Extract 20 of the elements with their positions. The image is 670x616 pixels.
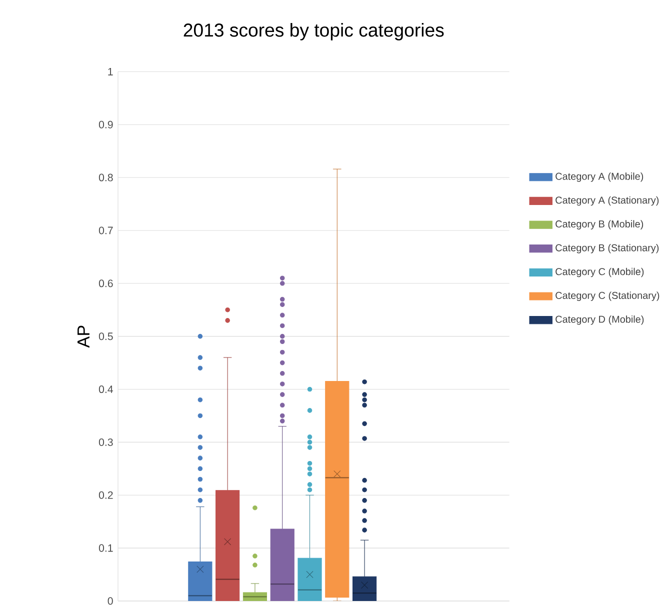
legend-label: Category A (Stationary) bbox=[556, 196, 659, 206]
legend-label: Category C (Mobile) bbox=[556, 268, 644, 278]
chart-title: 2013 scores by topic categories bbox=[184, 23, 444, 40]
y-axis-title: AP bbox=[78, 326, 90, 348]
y-tick-label: 0.6 bbox=[98, 280, 113, 288]
y-tick-label: 0.5 bbox=[98, 332, 113, 340]
y-tick-label: 0.3 bbox=[98, 438, 113, 446]
legend-label: Category B (Stationary) bbox=[556, 244, 659, 254]
legend-label: Category A (Mobile) bbox=[556, 172, 644, 182]
y-tick-label: 0.4 bbox=[98, 386, 113, 394]
legend-label: Category D (Mobile) bbox=[556, 315, 644, 325]
y-tick-label: 0.7 bbox=[98, 226, 113, 234]
y-tick-label: 0.9 bbox=[98, 120, 113, 128]
legend-label: Category B (Mobile) bbox=[556, 220, 644, 230]
y-tick-label: 0.8 bbox=[98, 174, 113, 182]
legend-label: Category C (Stationary) bbox=[556, 292, 660, 301]
y-tick-label: 1 bbox=[108, 68, 113, 76]
y-tick-label: 0.1 bbox=[98, 544, 113, 552]
y-tick-label: 0 bbox=[108, 597, 113, 605]
y-tick-label: 0.2 bbox=[98, 491, 113, 499]
